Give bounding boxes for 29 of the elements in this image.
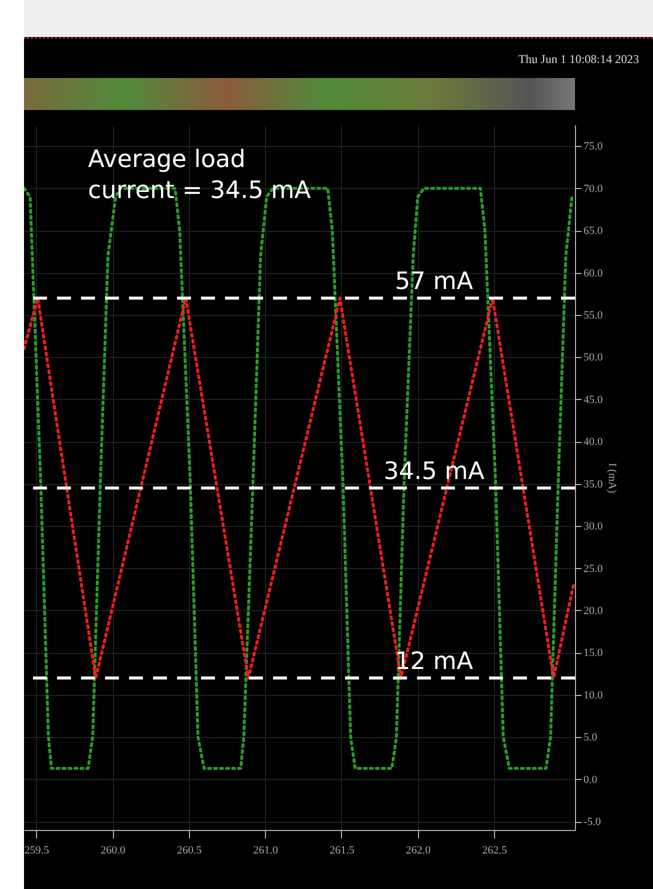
x-tick-label: 261.5 — [330, 844, 355, 856]
y-tick-label: 15.0 — [584, 647, 604, 660]
y-tick-label: 25.0 — [584, 562, 604, 575]
y-tick-label: 60.0 — [584, 267, 604, 280]
x-tick-label: 260.0 — [100, 844, 126, 856]
ref-line-label: 57 mA — [395, 267, 474, 296]
y-tick-label: 0.0 — [584, 774, 598, 786]
text: Thu Jun 1 10:08:14 2023 — [518, 52, 639, 67]
y-tick-label: 50.0 — [584, 352, 604, 364]
y-tick-label: 10.0 — [584, 689, 604, 702]
x-tick-label: 262.5 — [482, 844, 508, 856]
y-tick-label: 5.0 — [584, 732, 598, 744]
y-tick-label: 55.0 — [584, 309, 604, 322]
y-tick-label: 20.0 — [584, 604, 604, 617]
y-tick-label: 45.0 — [584, 394, 604, 406]
y-tick-label: -5.0 — [584, 816, 602, 828]
y-axis-title: I (mA) — [606, 462, 618, 494]
y-tick-label: 30.0 — [584, 520, 604, 533]
x-tick-label: 261.0 — [253, 844, 279, 856]
ref-line-label: 34.5 mA — [384, 457, 486, 486]
x-tick-label: 259.5 — [24, 844, 50, 856]
y-tick-label: 75.0 — [584, 140, 604, 153]
y-tick-label: 70.0 — [584, 182, 604, 195]
x-tick-label: 262.0 — [406, 844, 432, 856]
y-tick-label: 65.0 — [584, 225, 604, 238]
x-tick-label: 260.5 — [176, 844, 202, 856]
line-series — [24, 296, 575, 680]
y-tick-label: 40.0 — [584, 436, 604, 448]
y-tick-label: 35.0 — [584, 478, 604, 490]
